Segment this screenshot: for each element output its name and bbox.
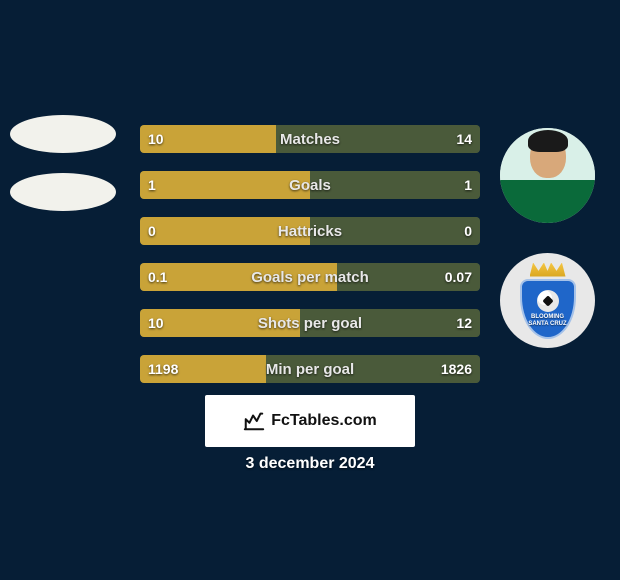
stat-value-left: 0.1 (148, 263, 167, 291)
stat-value-right: 14 (456, 125, 472, 153)
crown-icon (530, 263, 566, 277)
crest-icon: BLOOMING SANTA CRUZ (500, 253, 595, 348)
date-text: 3 december 2024 (0, 455, 620, 473)
attribution-text: FcTables.com (271, 412, 377, 430)
stat-value-right: 0 (464, 217, 472, 245)
stat-value-left: 10 (148, 125, 164, 153)
stat-value-right: 0.07 (445, 263, 472, 291)
stat-value-right: 1 (464, 171, 472, 199)
stat-value-left: 0 (148, 217, 156, 245)
soccer-ball-icon (537, 290, 559, 312)
stat-value-right: 12 (456, 309, 472, 337)
avatar-placeholder-ellipse (10, 173, 116, 211)
avatar-placeholder-ellipse (10, 115, 116, 153)
bar-left (140, 171, 310, 199)
crest-text: BLOOMING SANTA CRUZ (522, 314, 574, 327)
bar-left (140, 217, 310, 245)
player-photo (500, 128, 595, 223)
stat-row: 00Hattricks (140, 217, 480, 245)
attribution-box[interactable]: FcTables.com (205, 395, 415, 447)
bar-right (310, 171, 480, 199)
bar-right (300, 309, 480, 337)
stat-row: 1012Shots per goal (140, 309, 480, 337)
comparison-card: Flores vs Arce Justiniano Club competiti… (0, 0, 620, 580)
stat-value-right: 1826 (441, 355, 472, 383)
bar-left (140, 263, 337, 291)
stat-value-left: 1198 (148, 355, 178, 383)
right-player-column: BLOOMING SANTA CRUZ (500, 128, 600, 378)
player-face-icon (500, 128, 595, 223)
stats-bars: 1014Matches11Goals00Hattricks0.10.07Goal… (140, 125, 480, 401)
bar-right (276, 125, 480, 153)
shield-icon: BLOOMING SANTA CRUZ (520, 279, 576, 339)
fctables-logo-icon (243, 410, 265, 432)
stat-value-left: 10 (148, 309, 164, 337)
stat-row: 0.10.07Goals per match (140, 263, 480, 291)
stat-row: 11981826Min per goal (140, 355, 480, 383)
stat-row: 11Goals (140, 171, 480, 199)
stat-row: 1014Matches (140, 125, 480, 153)
left-player-column (10, 115, 120, 231)
bar-right (310, 217, 480, 245)
stat-value-left: 1 (148, 171, 156, 199)
club-crest: BLOOMING SANTA CRUZ (500, 253, 595, 348)
